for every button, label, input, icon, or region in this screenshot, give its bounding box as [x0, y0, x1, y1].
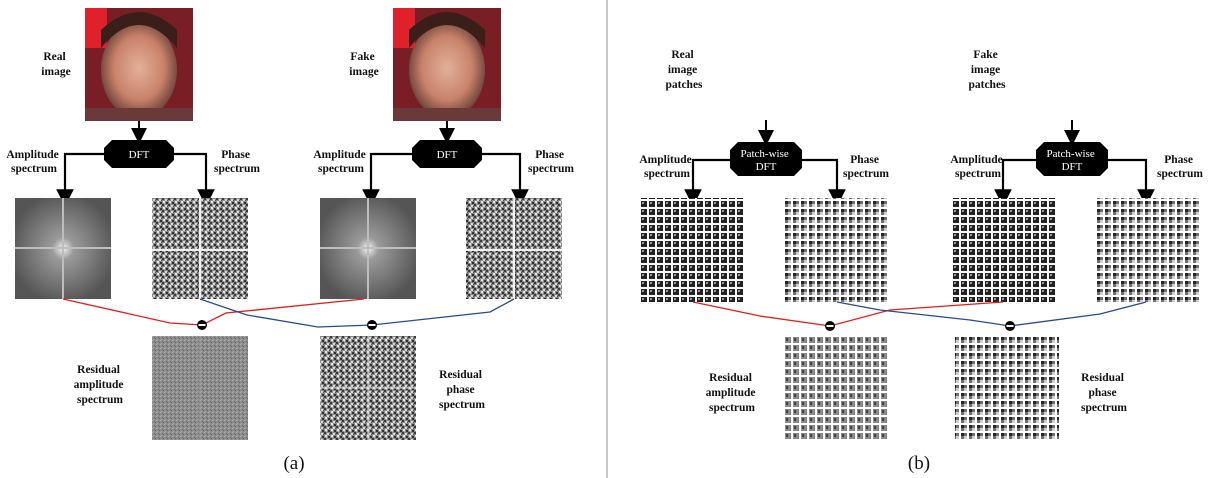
phase-fake-label: Phase spectrum: [528, 149, 574, 175]
fake-path-line: [199, 298, 515, 328]
residual-phase-label-b: Residual phase spectrum: [1081, 372, 1127, 414]
real-patches-label: Real image patches: [665, 49, 703, 91]
real-path-line: [62, 298, 365, 326]
residual-phase-label: Residual phase spectrum: [439, 369, 485, 411]
patchwise-dft-box-fake: Patch-wise DFT: [1036, 142, 1108, 176]
svg-text:Patch-wise DFT: Patch-wise DFT: [740, 148, 791, 173]
residual-amp-label-b: Residual amplitude spectrum: [706, 372, 759, 414]
patch-amplitude-spectrum-real: [640, 198, 744, 302]
phase-spectrum-real: [152, 198, 248, 299]
patchwise-dft-box-real: Patch-wise DFT: [730, 142, 802, 176]
svg-text:DFT: DFT: [129, 149, 150, 161]
amp-fake-label: Amplitude spectrum: [313, 149, 368, 175]
minus-circle-icon: [825, 321, 835, 331]
svg-text:DFT: DFT: [437, 149, 458, 161]
residual-phase-spectrum: [320, 336, 416, 440]
real-image-label: Real image: [41, 51, 70, 78]
patch-residual-phase-spectrum: [955, 336, 1059, 440]
patch-residual-amplitude-spectrum: [783, 336, 887, 440]
caption-b: (b): [908, 453, 930, 474]
minus-circle-icon: [197, 320, 207, 330]
amp-real-label: Amplitude spectrum: [6, 149, 61, 175]
dft-box-real: DFT: [104, 140, 174, 168]
amp-real-label-b: Amplitude spectrum: [639, 154, 694, 180]
dft-box-fake: DFT: [412, 140, 482, 168]
panel-b: Real image patches Fake image patches Pa…: [639, 14, 1203, 474]
fake-path-line-b: [836, 301, 1147, 327]
amplitude-spectrum-fake: [320, 198, 416, 299]
real-image: [85, 8, 193, 121]
real-path-line-b: [692, 301, 1004, 327]
residual-amplitude-spectrum: [152, 336, 248, 440]
caption-a: (a): [283, 453, 304, 474]
phase-real-label: Phase spectrum: [214, 149, 260, 175]
phase-spectrum-fake: [466, 198, 562, 299]
fake-image: [393, 8, 501, 121]
minus-circle-icon: [367, 320, 377, 330]
patch-amplitude-spectrum-fake: [953, 198, 1057, 302]
real-image-patches: [713, 14, 819, 120]
minus-circle-icon: [1005, 321, 1015, 331]
svg-text:Patch-wise DFT: Patch-wise DFT: [1046, 148, 1097, 173]
phase-real-label-b: Phase spectrum: [843, 154, 889, 180]
phase-fake-label-b: Phase spectrum: [1157, 154, 1203, 180]
residual-amp-label: Residual amplitude spectrum: [74, 364, 127, 406]
patch-phase-spectrum-real: [783, 198, 887, 302]
patch-phase-spectrum-fake: [1097, 198, 1201, 302]
fake-image-patches: [1019, 14, 1125, 120]
amplitude-spectrum-real: [15, 198, 111, 299]
fake-image-label: Fake image: [349, 51, 378, 78]
fake-patches-label: Fake image patches: [968, 49, 1006, 91]
panel-a: Real image Fake image DFT DFT Amplitude …: [6, 8, 574, 474]
amp-fake-label-b: Amplitude spectrum: [950, 154, 1005, 180]
